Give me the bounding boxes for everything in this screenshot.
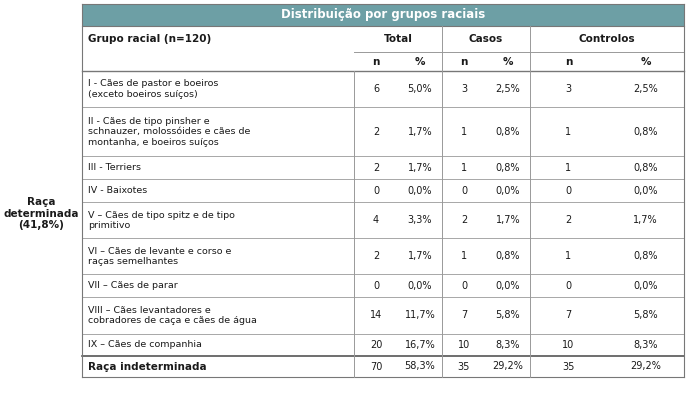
Text: 1: 1 xyxy=(461,252,467,261)
Text: 1: 1 xyxy=(565,252,571,261)
Text: 0,0%: 0,0% xyxy=(496,186,520,196)
Text: %: % xyxy=(503,56,513,67)
Text: 7: 7 xyxy=(461,310,467,321)
Text: Grupo racial (n=120): Grupo racial (n=120) xyxy=(88,34,211,44)
Text: n: n xyxy=(372,56,379,67)
Text: 7: 7 xyxy=(565,310,571,321)
Text: IV - Baixotes: IV - Baixotes xyxy=(88,187,147,196)
Text: 1: 1 xyxy=(565,127,571,137)
Text: 1,7%: 1,7% xyxy=(407,252,432,261)
Text: 1: 1 xyxy=(565,163,571,173)
Text: 0: 0 xyxy=(373,186,379,196)
Text: II - Cães de tipo pinsher e
schnauzer, molossóides e cães de
montanha, e boeiros: II - Cães de tipo pinsher e schnauzer, m… xyxy=(88,117,250,147)
Text: VIII – Cães levantadores e
cobradores de caça e cães de água: VIII – Cães levantadores e cobradores de… xyxy=(88,306,257,325)
Text: 10: 10 xyxy=(563,340,575,350)
Text: 2,5%: 2,5% xyxy=(633,84,658,94)
Text: 2: 2 xyxy=(461,215,467,225)
Text: 3: 3 xyxy=(461,84,467,94)
Text: 3,3%: 3,3% xyxy=(407,215,432,225)
Text: Controlos: Controlos xyxy=(579,34,635,44)
Text: 0: 0 xyxy=(373,281,379,291)
Text: %: % xyxy=(640,56,651,67)
Text: 0: 0 xyxy=(565,186,571,196)
Text: V – Cães de tipo spitz e de tipo
primitivo: V – Cães de tipo spitz e de tipo primiti… xyxy=(88,211,235,230)
Text: 2: 2 xyxy=(565,215,571,225)
Text: 35: 35 xyxy=(458,362,470,371)
Text: 0,8%: 0,8% xyxy=(633,127,658,137)
Text: 0,0%: 0,0% xyxy=(496,281,520,291)
Text: 0,0%: 0,0% xyxy=(633,186,658,196)
Text: 5,0%: 5,0% xyxy=(407,84,432,94)
Text: 2: 2 xyxy=(373,252,379,261)
Text: III - Terriers: III - Terriers xyxy=(88,163,141,172)
Text: 0,0%: 0,0% xyxy=(407,186,432,196)
Text: 29,2%: 29,2% xyxy=(493,362,523,371)
Text: 16,7%: 16,7% xyxy=(405,340,436,350)
Text: 1,7%: 1,7% xyxy=(633,215,658,225)
Text: 2,5%: 2,5% xyxy=(495,84,521,94)
Text: 0,8%: 0,8% xyxy=(633,252,658,261)
Text: 1,7%: 1,7% xyxy=(407,127,432,137)
Text: Casos: Casos xyxy=(469,34,503,44)
Text: 6: 6 xyxy=(373,84,379,94)
Text: I - Cães de pastor e boeiros
(exceto boeiros suíços): I - Cães de pastor e boeiros (exceto boe… xyxy=(88,79,218,99)
Text: Raça indeterminada: Raça indeterminada xyxy=(88,362,206,371)
Text: 0: 0 xyxy=(461,186,467,196)
Text: n: n xyxy=(565,56,572,67)
Text: 0,8%: 0,8% xyxy=(633,163,658,173)
Text: 58,3%: 58,3% xyxy=(405,362,436,371)
Text: 1,7%: 1,7% xyxy=(496,215,520,225)
Text: 0: 0 xyxy=(461,281,467,291)
Text: IX – Cães de companhia: IX – Cães de companhia xyxy=(88,340,202,349)
Text: 0: 0 xyxy=(565,281,571,291)
Text: 11,7%: 11,7% xyxy=(405,310,436,321)
Text: Raça
determinada
(41,8%): Raça determinada (41,8%) xyxy=(3,197,79,230)
Text: 5,8%: 5,8% xyxy=(496,310,520,321)
Bar xyxy=(82,4,684,25)
Text: 0,8%: 0,8% xyxy=(496,163,520,173)
Text: 29,2%: 29,2% xyxy=(630,362,661,371)
Text: 5,8%: 5,8% xyxy=(633,310,658,321)
Text: 8,3%: 8,3% xyxy=(633,340,658,350)
Text: 20: 20 xyxy=(370,340,382,350)
Text: 8,3%: 8,3% xyxy=(496,340,520,350)
Text: 1,7%: 1,7% xyxy=(407,163,432,173)
Text: 2: 2 xyxy=(373,163,379,173)
Text: VII – Cães de parar: VII – Cães de parar xyxy=(88,281,178,290)
Text: 2: 2 xyxy=(373,127,379,137)
Text: 35: 35 xyxy=(563,362,575,371)
Text: Total: Total xyxy=(383,34,412,44)
Text: %: % xyxy=(415,56,425,67)
Text: 3: 3 xyxy=(565,84,571,94)
Text: 70: 70 xyxy=(370,362,382,371)
Text: 0,0%: 0,0% xyxy=(407,281,432,291)
Text: n: n xyxy=(460,56,468,67)
Text: Distribuição por grupos raciais: Distribuição por grupos raciais xyxy=(281,8,485,21)
Text: 10: 10 xyxy=(458,340,470,350)
Text: 14: 14 xyxy=(370,310,382,321)
Text: 0,0%: 0,0% xyxy=(633,281,658,291)
Text: 0,8%: 0,8% xyxy=(496,127,520,137)
Text: 1: 1 xyxy=(461,127,467,137)
Text: 0,8%: 0,8% xyxy=(496,252,520,261)
Text: 1: 1 xyxy=(461,163,467,173)
Text: 4: 4 xyxy=(373,215,379,225)
Text: VI – Cães de levante e corso e
raças semelhantes: VI – Cães de levante e corso e raças sem… xyxy=(88,247,231,266)
